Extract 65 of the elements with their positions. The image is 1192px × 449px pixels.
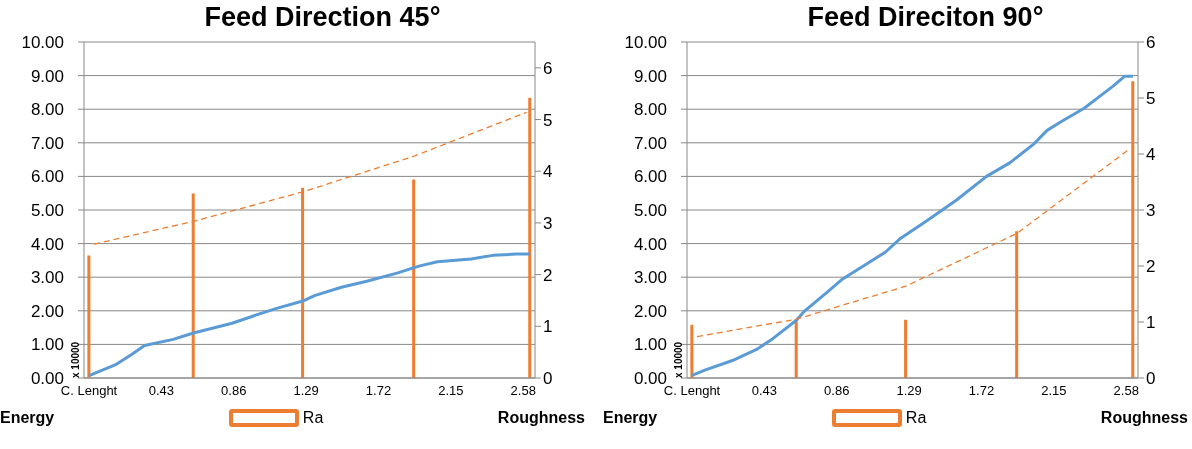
y2-tick-label: 2 bbox=[543, 265, 553, 285]
y-tick-label: 2.00 bbox=[633, 301, 667, 321]
y-tick-label: 9.00 bbox=[633, 66, 667, 86]
line-series bbox=[87, 252, 532, 378]
y-tick-label: 1.00 bbox=[633, 335, 667, 355]
x-tick-label: 0.86 bbox=[221, 383, 247, 399]
y-tick-label: 2.00 bbox=[30, 301, 64, 321]
legend-label: Ra bbox=[302, 409, 324, 427]
y2-tick-label: 0 bbox=[1146, 369, 1156, 389]
bar bbox=[904, 319, 908, 378]
y2-axis-title: Roughness bbox=[1100, 409, 1188, 427]
y2-axis-title: Roughness bbox=[497, 409, 585, 427]
y2-tick-label: 1 bbox=[1146, 313, 1156, 333]
bar bbox=[412, 179, 416, 378]
line-series bbox=[690, 74, 1135, 377]
y-tick-label: 4.00 bbox=[30, 234, 64, 254]
x-tick-label: 0.43 bbox=[148, 383, 175, 399]
x-tick-label: 1.72 bbox=[365, 383, 392, 399]
y-tick-label: 6.00 bbox=[633, 167, 667, 187]
y-tick-label: 3.00 bbox=[30, 268, 64, 288]
x-tick-label: 0.86 bbox=[824, 383, 850, 399]
x-tick-label: C. Lenght bbox=[60, 383, 118, 399]
y-tick-label: 1.00 bbox=[30, 335, 64, 355]
y2-tick-label: 3 bbox=[543, 213, 553, 233]
x-tick-label: 1.29 bbox=[293, 383, 319, 399]
x-tick-label: C. Lenght bbox=[663, 383, 721, 399]
y-tick-label: 10.00 bbox=[21, 33, 64, 53]
y-tick-label: 10.00 bbox=[624, 33, 667, 53]
x-tick-label: 2.15 bbox=[438, 383, 464, 399]
bar bbox=[690, 324, 694, 378]
x-tick-label: 1.72 bbox=[968, 383, 995, 399]
y-tick-label: 8.00 bbox=[30, 100, 64, 120]
y-tick-label: 5.00 bbox=[30, 201, 64, 221]
y-tick-label: 7.00 bbox=[30, 133, 64, 153]
x-tick-label: 2.58 bbox=[510, 383, 536, 399]
x-tick-label: 0.43 bbox=[751, 383, 778, 399]
y-axis-title: Energy bbox=[0, 409, 55, 427]
bar bbox=[87, 255, 91, 378]
chart-title: Feed Direciton 90° bbox=[806, 1, 1045, 34]
y2-tick-label: 6 bbox=[1146, 33, 1156, 53]
y2-tick-label: 4 bbox=[1146, 145, 1156, 165]
y2-tick-label: 1 bbox=[543, 317, 553, 337]
text: x 10000 bbox=[70, 341, 82, 378]
x-tick-label: 2.15 bbox=[1041, 383, 1067, 399]
y2-tick-label: 5 bbox=[1146, 89, 1156, 109]
y-tick-label: 8.00 bbox=[633, 100, 667, 120]
legend-label: Ra bbox=[905, 409, 927, 427]
text: x 10000 bbox=[673, 341, 685, 378]
chart-title: Feed Direction 45° bbox=[203, 1, 442, 34]
y-tick-label: 5.00 bbox=[633, 201, 667, 221]
x-tick-label: 1.29 bbox=[896, 383, 922, 399]
y2-tick-label: 3 bbox=[1146, 201, 1156, 221]
y2-tick-label: 6 bbox=[543, 58, 553, 78]
bar bbox=[1131, 81, 1135, 378]
y-tick-label: 6.00 bbox=[30, 167, 64, 187]
y-tick-label: 3.00 bbox=[633, 268, 667, 288]
y-axis-title: Energy bbox=[603, 409, 658, 427]
y-tick-label: 7.00 bbox=[633, 133, 667, 153]
y-tick-label: 4.00 bbox=[633, 234, 667, 254]
y2-tick-label: 2 bbox=[1146, 257, 1156, 277]
y2-tick-label: 0 bbox=[543, 369, 553, 389]
y2-tick-label: 5 bbox=[543, 110, 553, 130]
y2-tick-label: 4 bbox=[543, 162, 553, 182]
y-tick-label: 9.00 bbox=[30, 66, 64, 86]
x-tick-label: 2.58 bbox=[1113, 383, 1139, 399]
